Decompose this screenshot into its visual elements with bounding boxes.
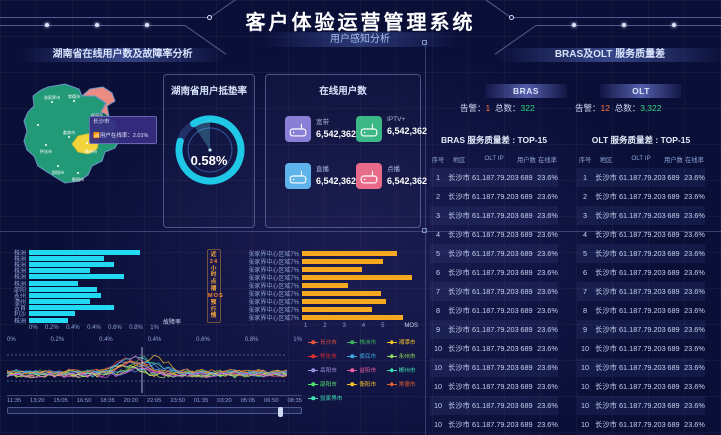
svg-text:邵阳市: 邵阳市 [52,169,64,175]
svg-text:株洲市: 株洲市 [85,148,97,154]
svg-text:衡阳市: 衡阳市 [72,176,84,182]
svg-text:怀化市: 怀化市 [40,148,52,154]
svg-text:娄底市: 娄底市 [63,129,75,135]
svg-text:张家界市: 张家界市 [44,94,60,100]
svg-text:常德市: 常德市 [68,93,80,99]
